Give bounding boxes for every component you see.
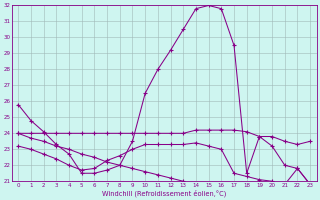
X-axis label: Windchill (Refroidissement éolien,°C): Windchill (Refroidissement éolien,°C) [102,189,226,197]
